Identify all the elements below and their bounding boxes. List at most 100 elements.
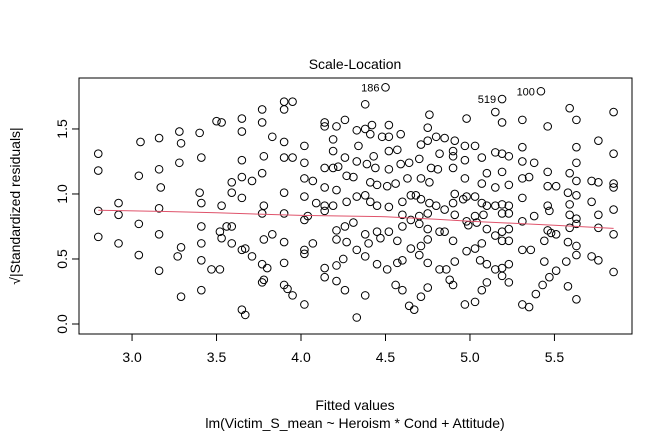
data-point (175, 158, 184, 168)
data-point (93, 166, 103, 175)
data-point (491, 107, 500, 117)
data-point (572, 142, 581, 152)
data-point (240, 244, 250, 253)
data-point (479, 210, 488, 220)
model-formula: lm(Victim_S_mean ~ Heroism * Cond + Atti… (205, 415, 504, 431)
data-point (300, 249, 309, 259)
data-point (154, 266, 164, 275)
data-point (197, 222, 206, 231)
data-point (320, 206, 329, 216)
data-point (237, 172, 247, 182)
data-point (114, 198, 123, 208)
data-point (594, 177, 603, 187)
data-point (491, 231, 500, 240)
data-point (93, 206, 103, 216)
data-point (257, 259, 267, 269)
data-point (609, 107, 618, 117)
data-point (551, 266, 561, 275)
data-point (384, 120, 394, 130)
data-point (342, 171, 351, 181)
data-point (259, 201, 269, 210)
data-point (352, 125, 362, 135)
data-point (136, 137, 145, 147)
data-point (237, 127, 247, 136)
data-point (340, 285, 350, 295)
data-point (227, 222, 237, 231)
data-point (572, 241, 581, 251)
data-point (134, 250, 144, 260)
data-point (320, 118, 329, 127)
data-point (372, 259, 382, 269)
data-point (197, 255, 206, 265)
data-point (93, 232, 103, 242)
data-point (609, 149, 618, 158)
data-point (197, 239, 206, 248)
data-point (543, 122, 552, 131)
data-point (320, 272, 329, 282)
data-point (518, 193, 527, 203)
data-point (423, 209, 433, 218)
data-point (416, 241, 426, 251)
data-point (332, 122, 341, 131)
data-point (114, 239, 123, 248)
data-point (300, 141, 309, 151)
data-point (609, 267, 618, 277)
data-point (497, 118, 507, 127)
data-point (524, 172, 534, 182)
data-point (222, 222, 231, 231)
data-point (470, 244, 480, 253)
data-point (207, 265, 216, 274)
data-point (197, 285, 206, 295)
data-point (563, 281, 573, 291)
data-point (423, 123, 433, 132)
data-point (349, 172, 358, 182)
data-point (360, 124, 370, 134)
data-point (448, 280, 458, 290)
data-point (279, 188, 289, 197)
data-point (215, 227, 225, 236)
data-point (365, 197, 375, 207)
data-point (442, 265, 451, 274)
data-point (227, 177, 237, 187)
data-point (320, 263, 329, 273)
data-point (333, 162, 343, 171)
data-point (450, 257, 460, 266)
data-point (396, 159, 405, 169)
data-point (372, 227, 382, 236)
data-point (518, 115, 527, 125)
data-point (154, 203, 164, 213)
data-point (362, 159, 372, 169)
data-point (504, 278, 514, 287)
data-point (197, 198, 206, 208)
data-point (460, 141, 470, 151)
data-point (543, 167, 552, 177)
data-point (594, 210, 603, 220)
data-point (134, 219, 144, 229)
data-point (328, 146, 338, 156)
point-label: 100 (517, 86, 535, 98)
data-point (371, 163, 380, 173)
data-point (338, 254, 348, 264)
data-point (431, 201, 441, 210)
data-point (482, 259, 492, 269)
data-point (311, 198, 321, 208)
data-point (320, 201, 329, 210)
data-point (470, 141, 480, 151)
data-point (536, 86, 546, 96)
data-point (262, 263, 272, 273)
data-point (518, 142, 527, 152)
data-point (448, 146, 458, 156)
data-point (372, 180, 382, 190)
data-point (382, 265, 392, 274)
data-point (257, 118, 267, 127)
data-point (477, 239, 487, 248)
data-point (257, 278, 267, 287)
data-point (609, 205, 618, 214)
data-point (352, 157, 362, 166)
data-point (195, 128, 204, 138)
data-point (423, 258, 433, 268)
data-point (497, 200, 507, 209)
data-point (497, 236, 507, 246)
data-point (406, 244, 416, 253)
data-point (529, 211, 539, 221)
